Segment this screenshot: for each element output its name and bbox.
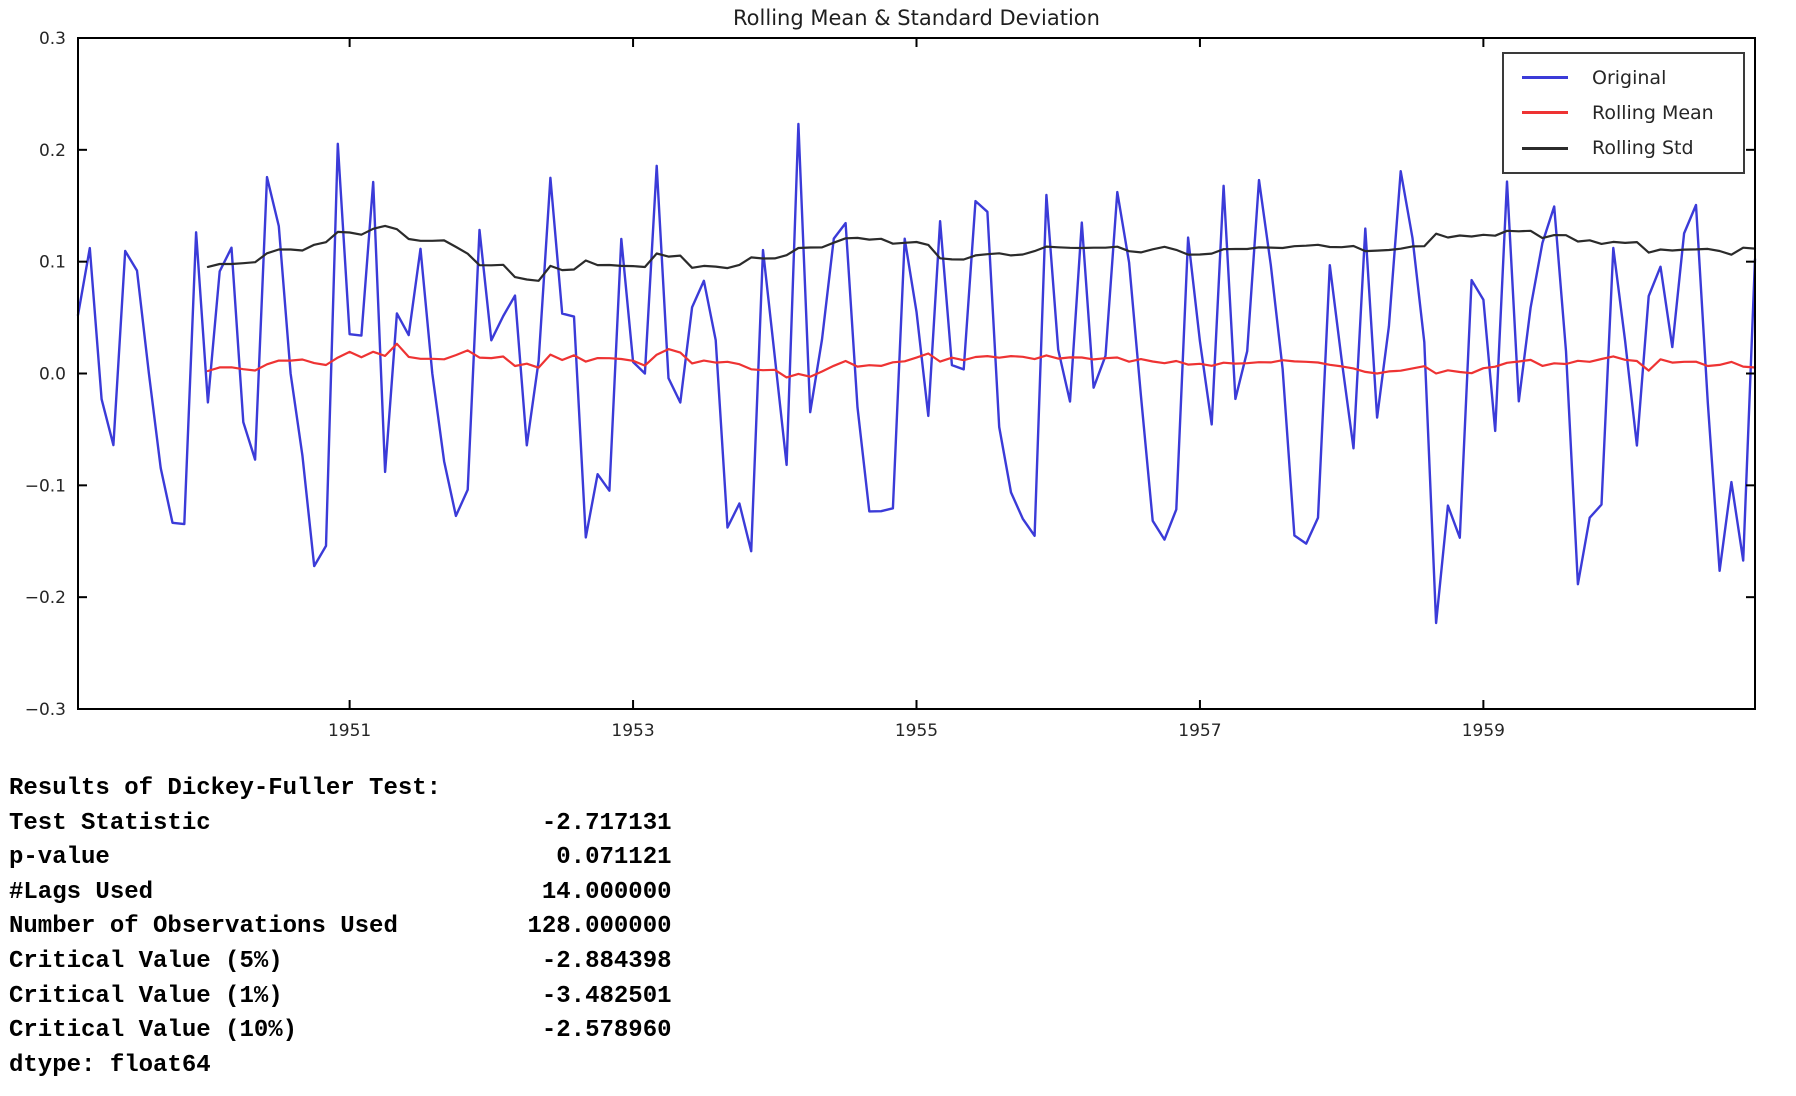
df-row-value: 14.000000	[541, 878, 672, 906]
x-tick-label: 1951	[328, 721, 371, 741]
y-tick-label: −0.3	[25, 700, 66, 720]
legend-item-rolling-mean: Rolling Mean	[1504, 98, 1743, 128]
y-tick-label: −0.1	[25, 476, 66, 496]
legend-item-rolling-std: Rolling Std	[1504, 133, 1743, 163]
y-tick-label: 0.0	[39, 365, 66, 385]
df-footer: dtype: float64	[9, 1051, 211, 1079]
df-row-lags-used: #Lags Used 14.000000	[9, 876, 672, 911]
df-row-label: Number of Observations Used	[9, 913, 398, 941]
df-row-value: 0.071121	[556, 844, 672, 872]
df-row-value: -2.884398	[541, 947, 672, 975]
df-row-label: Critical Value (10%)	[9, 1017, 298, 1045]
legend-label-original: Original	[1592, 66, 1667, 89]
x-tick-label: 1959	[1462, 721, 1505, 741]
x-tick-label: 1953	[611, 721, 654, 741]
legend-line-sample-rolling-mean	[1522, 111, 1568, 115]
df-row-label: Critical Value (5%)	[9, 947, 283, 975]
legend-line-sample-rolling-std	[1522, 146, 1568, 150]
chart-title: Rolling Mean & Standard Deviation	[733, 6, 1100, 30]
y-tick-label: −0.2	[25, 588, 66, 608]
df-row-critical-5pct: Critical Value (5%) -2.884398	[9, 945, 672, 980]
df-row-label: p-value	[9, 844, 110, 872]
legend: Original Rolling Mean Rolling Std	[1502, 52, 1745, 174]
df-row-critical-1pct: Critical Value (1%) -3.482501	[9, 980, 672, 1015]
y-tick-label: 0.2	[39, 141, 66, 161]
df-row-value: -2.578960	[541, 1017, 672, 1045]
df-row-label: Critical Value (1%)	[9, 982, 283, 1010]
original-series-line	[76, 122, 1757, 625]
y-tick-label: 0.1	[39, 253, 66, 273]
df-row-test-statistic: Test Statistic -2.717131	[9, 807, 672, 842]
df-row-value: 128.000000	[527, 913, 672, 941]
dickey-fuller-output: Results of Dickey-Fuller Test: Test Stat…	[9, 772, 672, 1083]
df-row-p-value: p-value 0.071121	[9, 841, 672, 876]
df-header: Results of Dickey-Fuller Test:	[9, 775, 442, 802]
legend-label-rolling-std: Rolling Std	[1592, 137, 1694, 160]
legend-label-rolling-mean: Rolling Mean	[1592, 101, 1714, 124]
rolling-mean-line	[206, 342, 1757, 379]
rolling-std-line	[206, 224, 1757, 282]
legend-item-original: Original	[1504, 63, 1743, 93]
df-row-num-observations: Number of Observations Used 128.000000	[9, 910, 672, 945]
df-row-critical-10pct: Critical Value (10%) -2.578960	[9, 1014, 672, 1049]
legend-line-sample-original	[1522, 76, 1568, 80]
df-row-label: #Lags Used	[9, 878, 154, 906]
x-tick-label: 1957	[1178, 721, 1221, 741]
df-row-value: -3.482501	[541, 982, 672, 1010]
df-row-value: -2.717131	[541, 809, 672, 837]
rolling-stats-chart: 1951 1953 1955 1957 1959 0.3 0.2 0.1 0.0 −0.1 −0.2…	[25, 29, 1757, 741]
df-row-label: Test Statistic	[9, 809, 211, 837]
x-tick-label: 1955	[895, 721, 938, 741]
y-tick-label: 0.3	[39, 29, 66, 49]
